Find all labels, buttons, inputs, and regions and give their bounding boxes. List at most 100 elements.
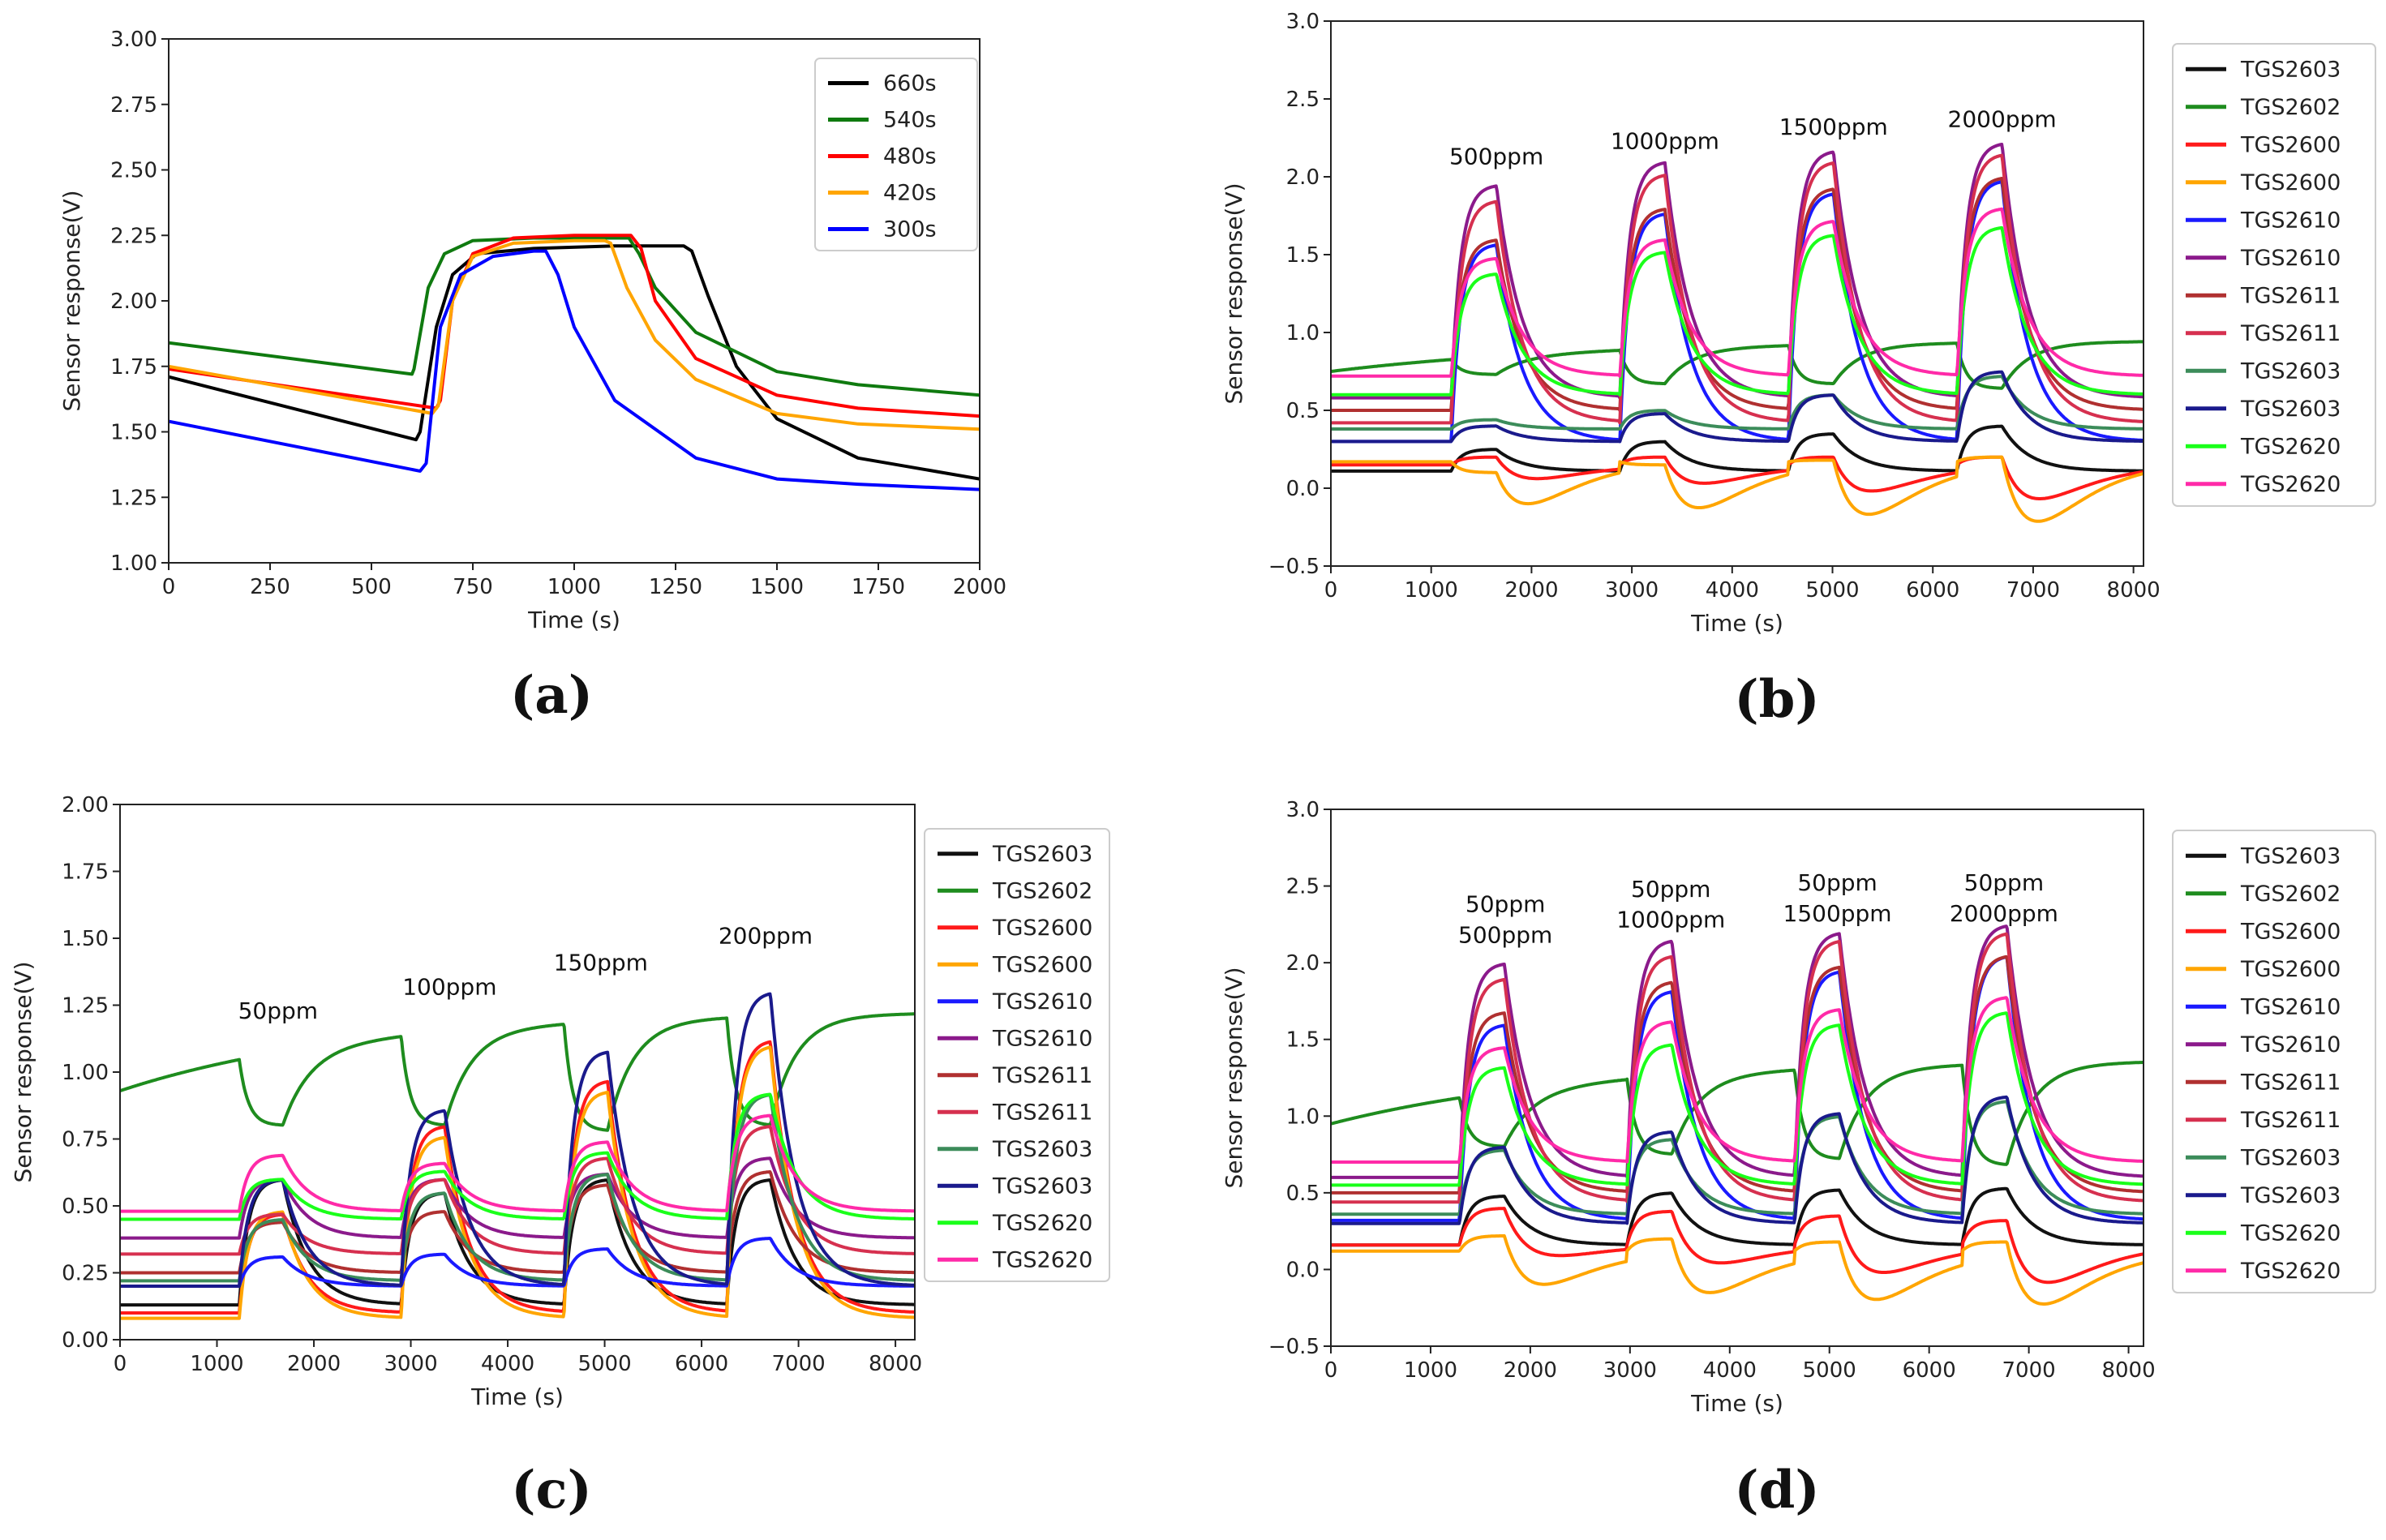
x-tick-label: 750 (453, 575, 493, 599)
legend-entry: 420s (883, 181, 937, 206)
legend-entry: 300s (883, 217, 937, 242)
y-tick-label: 0.00 (62, 1328, 109, 1353)
series-line-12 (1331, 207, 2144, 378)
series-line-2 (1331, 340, 2144, 390)
series-line-5 (120, 1237, 915, 1288)
legend-entry: TGS2610 (992, 989, 1092, 1015)
y-tick-label: 1.00 (110, 551, 157, 576)
y-tick-label: 2.00 (110, 290, 157, 314)
y-tick-label: 3.0 (1286, 10, 1320, 34)
x-tick-label: 2000 (953, 575, 1006, 599)
y-tick-label: 2.5 (1286, 875, 1320, 899)
x-tick-label: 1250 (649, 575, 702, 599)
legend-box (2172, 830, 2376, 1293)
caption-a: (a) (509, 665, 594, 726)
plot-area (1331, 143, 2144, 523)
legend-entry: TGS2603 (2240, 843, 2341, 869)
legend-entry: TGS2603 (992, 842, 1092, 867)
legend-entry: TGS2600 (992, 952, 1092, 977)
series-line-3 (1331, 455, 2144, 500)
legend-entry: TGS2620 (2240, 434, 2341, 459)
series-line-2 (169, 236, 980, 397)
x-tick-label: 5000 (577, 1352, 631, 1376)
y-axis-label: Sensor response(V) (58, 190, 85, 411)
series-line-7 (1331, 177, 2144, 412)
y-tick-label: 1.5 (1286, 1028, 1320, 1053)
y-tick-label: 0.5 (1286, 1182, 1320, 1206)
legend-entry: TGS2610 (2240, 1032, 2341, 1057)
y-tick-label: 1.25 (62, 994, 109, 1019)
y-tick-label: 1.25 (110, 486, 157, 510)
x-tick-label: 5000 (1805, 578, 1859, 603)
annotation-label: 50ppm (1964, 869, 2044, 896)
y-tick-label: −0.5 (1268, 1335, 1320, 1359)
y-tick-label: 0.50 (62, 1195, 109, 1219)
y-tick-label: 2.25 (110, 224, 157, 248)
x-tick-label: 8000 (869, 1352, 922, 1376)
y-tick-label: 3.0 (1286, 798, 1320, 822)
series-line-8 (1331, 153, 2144, 425)
x-tick-label: 0 (162, 575, 176, 599)
annotation-label: 2000ppm (1950, 900, 2058, 927)
annotation-label: 1000ppm (1611, 127, 1719, 154)
legend-entry: 660s (883, 71, 937, 97)
x-tick-label: 3000 (1605, 578, 1659, 603)
x-tick-label: 0 (114, 1352, 127, 1376)
legend-entry: TGS2603 (2240, 1145, 2341, 1170)
x-axis-label: Time (s) (1690, 1390, 1783, 1417)
series-line-6 (1331, 143, 2144, 400)
y-tick-label: 2.00 (62, 793, 109, 817)
y-axis-label: Sensor response(V) (1221, 967, 1247, 1188)
y-tick-label: 1.0 (1286, 321, 1320, 345)
legend-entry: TGS2611 (2240, 1070, 2341, 1095)
legend-entry: TGS2600 (2240, 132, 2341, 157)
series-line-8 (1331, 932, 2144, 1204)
x-tick-label: 5000 (1803, 1358, 1856, 1383)
legend-entry: TGS2600 (2240, 957, 2341, 982)
y-tick-label: 1.00 (62, 1061, 109, 1085)
x-tick-label: 7000 (771, 1352, 825, 1376)
x-tick-label: 3000 (384, 1352, 437, 1376)
x-tick-label: 6000 (675, 1352, 728, 1376)
legend-entry: TGS2611 (992, 1063, 1092, 1088)
annotation-label: 150ppm (554, 950, 648, 976)
plot-area (169, 234, 980, 491)
y-tick-label: 0.0 (1286, 477, 1320, 501)
series-line-1 (1331, 424, 2144, 473)
annotation-label: 50ppm (1466, 891, 1545, 918)
legend-entry: 540s (883, 108, 937, 133)
series-line-11 (1331, 225, 2144, 397)
x-tick-label: 1000 (190, 1352, 243, 1376)
y-tick-label: 2.75 (110, 93, 157, 118)
y-tick-label: 1.75 (62, 860, 109, 885)
x-tick-label: 6000 (1903, 1358, 1956, 1383)
legend-entry: TGS2600 (2240, 919, 2341, 944)
plot-frame (1330, 20, 2144, 567)
x-axis-label: Time (s) (470, 1383, 564, 1410)
x-tick-label: 1000 (1404, 1358, 1457, 1383)
annotation-label: 200ppm (719, 923, 813, 950)
x-tick-label: 7000 (2006, 578, 2060, 603)
series-line-4 (169, 238, 980, 431)
chart-b: 0 1000 2000 3000 4000 5000 6000 7000 8000 −0.5 0.0… (1221, 10, 2376, 637)
x-axis-label: Time (s) (1690, 610, 1783, 637)
x-tick-label: 6000 (1906, 578, 1959, 603)
legend-entry: TGS2620 (2240, 1259, 2341, 1284)
legend-entry: TGS2602 (2240, 95, 2341, 120)
x-tick-label: 1000 (547, 575, 601, 599)
series-line-5 (169, 249, 980, 491)
series-line-10 (1331, 370, 2144, 444)
series-line-1 (169, 244, 980, 481)
legend-entry: TGS2611 (2240, 1108, 2341, 1133)
legend-box (924, 828, 1110, 1282)
legend-entry: TGS2603 (992, 1173, 1092, 1199)
y-tick-label: 3.00 (110, 28, 157, 52)
x-tick-label: 2000 (1504, 1358, 1557, 1383)
legend-entry: TGS2610 (2240, 208, 2341, 233)
annotation-label: 1500ppm (1779, 114, 1888, 140)
annotation-label: 50ppm (1797, 869, 1877, 896)
series-line-12 (120, 1113, 915, 1213)
y-axis-label: Sensor response(V) (10, 961, 36, 1182)
legend-entry: TGS2620 (2240, 472, 2341, 497)
legend-entry: TGS2603 (2240, 57, 2341, 82)
